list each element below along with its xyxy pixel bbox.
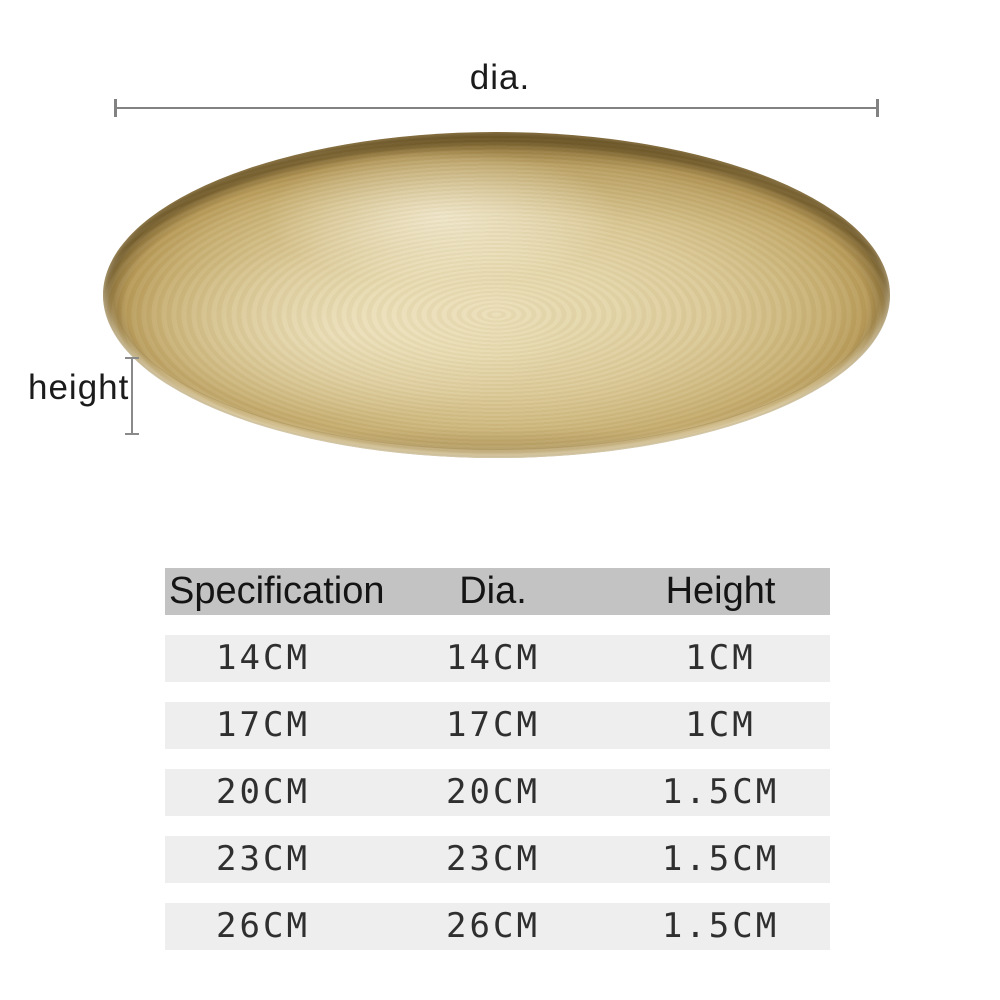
table-row: 17CM 17CM 1CM — [165, 702, 830, 749]
dia-value: 23CM — [446, 839, 540, 879]
dia-value: 20CM — [446, 772, 540, 812]
dia-value: 17CM — [446, 705, 540, 745]
table-header-row: Specification Dia. Height — [165, 568, 830, 615]
table-row: 23CM 23CM 1.5CM — [165, 836, 830, 883]
gold-tray-photo — [103, 132, 890, 458]
dia-value: 14CM — [446, 638, 540, 678]
diameter-measure-line — [114, 99, 879, 117]
spec-value: 14CM — [216, 638, 310, 678]
header-dia: Dia. — [459, 570, 527, 612]
diameter-label: dia. — [469, 58, 531, 97]
height-value: 1CM — [685, 638, 756, 678]
height-value: 1.5CM — [661, 839, 780, 879]
header-specification: Specification — [169, 570, 385, 612]
specification-table: Specification Dia. Height 14CM 14CM 1CM … — [165, 568, 830, 950]
spec-value: 23CM — [216, 839, 310, 879]
tray-inner-rim — [113, 139, 880, 450]
dia-value: 26CM — [446, 906, 540, 946]
spec-value: 26CM — [216, 906, 310, 946]
table-row: 14CM 14CM 1CM — [165, 635, 830, 682]
height-value: 1.5CM — [661, 906, 780, 946]
height-value: 1CM — [685, 705, 756, 745]
height-measure-line — [125, 357, 139, 435]
height-label: height — [28, 368, 130, 407]
height-line-bottom-tick — [125, 433, 139, 435]
spec-value: 17CM — [216, 705, 310, 745]
table-row: 20CM 20CM 1.5CM — [165, 769, 830, 816]
header-height: Height — [665, 570, 776, 612]
diameter-line-right-tick — [876, 99, 879, 117]
table-row: 26CM 26CM 1.5CM — [165, 903, 830, 950]
height-value: 1.5CM — [661, 772, 780, 812]
height-line-top-tick — [125, 357, 139, 359]
diameter-line-left-tick — [114, 99, 117, 117]
spec-value: 20CM — [216, 772, 310, 812]
